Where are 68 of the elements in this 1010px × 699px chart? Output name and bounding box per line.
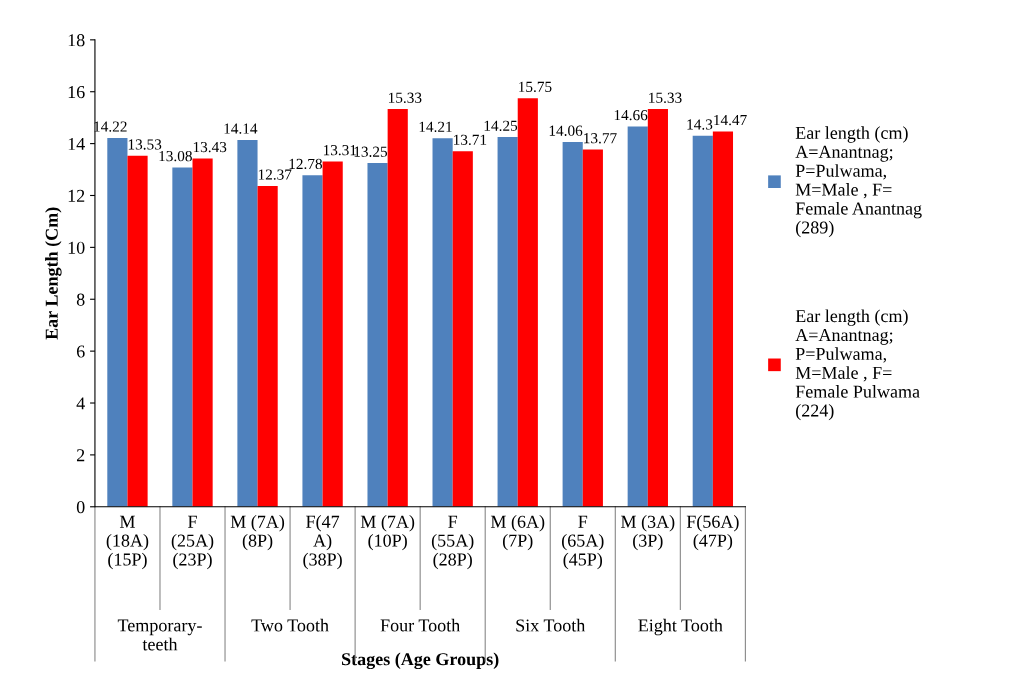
x-tick-label: F (25A) (23P) — [171, 515, 214, 570]
text: Temporary- teeth — [117, 619, 202, 651]
x-tick-label: F(56A) (47P) — [686, 515, 739, 551]
bar — [192, 158, 213, 507]
data-label: 14.21 — [419, 121, 452, 133]
bar — [367, 163, 388, 507]
bar — [237, 139, 258, 507]
bar — [497, 137, 518, 507]
text: Six Tooth — [516, 618, 586, 632]
data-label: 13.25 — [354, 146, 388, 157]
x-tick-label: M (6A) (7P) — [490, 515, 545, 551]
bar — [712, 131, 734, 507]
bar — [172, 167, 193, 507]
y-tick-label: 16 — [68, 86, 85, 99]
bar — [107, 137, 128, 507]
data-label: 14.06 — [549, 125, 583, 136]
y-tick-label: 2 — [76, 449, 85, 462]
y-tick-label: 10 — [68, 241, 85, 254]
data-label: 14.14 — [224, 123, 258, 134]
text: Four Tooth — [380, 618, 461, 632]
y-tick-label: 0 — [76, 501, 85, 514]
data-label: 13.71 — [454, 134, 487, 145]
y-tick-label: 14 — [68, 137, 85, 150]
y-tick-label: 8 — [76, 293, 85, 306]
bar — [582, 149, 603, 507]
data-label: 15.33 — [388, 92, 422, 103]
bar — [387, 109, 408, 507]
bar — [322, 161, 343, 507]
bar — [302, 175, 323, 507]
data-label: 14.3 — [687, 119, 713, 130]
y-tick-label: 6 — [76, 345, 85, 358]
x-tick-label: M (7A) (8P) — [230, 515, 285, 551]
y-tick-label: 18 — [68, 34, 85, 47]
y-axis-title: Ear Length (Cm) — [45, 207, 62, 340]
x-tick-label: F (65A) (45P) — [562, 515, 604, 570]
data-label: 14.66 — [614, 110, 648, 121]
bar — [692, 135, 713, 507]
x-tick-label: M (7A) (10P) — [360, 515, 415, 551]
data-label: 13.08 — [159, 150, 192, 162]
legend-label: Ear length (cm) A=Anantnag; P=Pulwama, M=Male , F= Female Anantnag (289) — [795, 126, 922, 238]
legend-label: Ear length (cm) A=Anantnag; P=Pulwama, M=Male , F= Female Pulwama (224) — [795, 309, 920, 421]
data-label: 14.25 — [484, 120, 518, 131]
bar — [627, 126, 648, 507]
bar — [127, 155, 148, 507]
x-tick-label: M (3A) (3P) — [621, 515, 675, 551]
y-tick-label: 4 — [76, 397, 85, 410]
data-label: 14.47 — [714, 114, 747, 126]
bar — [517, 98, 538, 507]
bar — [432, 138, 453, 507]
x-axis-title: Stages (Age Groups) — [342, 652, 499, 670]
data-label: 13.53 — [128, 139, 162, 150]
x-tick-label: F(47 A) (38P) — [303, 515, 342, 570]
bar — [647, 109, 668, 507]
bar — [562, 142, 583, 507]
text: Two Tooth — [251, 618, 329, 632]
data-label: 13.31 — [323, 145, 357, 156]
x-tick-label: M (18A) (15P) — [106, 515, 149, 570]
data-label: 12.78 — [289, 158, 323, 170]
data-label: 15.33 — [649, 92, 682, 103]
data-label: 12.37 — [258, 169, 292, 180]
text: Eight Tooth — [638, 618, 723, 636]
y-tick-label: 12 — [68, 189, 85, 202]
x-tick-label: F (55A) (28P) — [431, 515, 474, 570]
bar — [452, 151, 473, 507]
data-label: 13.77 — [584, 133, 617, 144]
data-label: 15.75 — [519, 81, 552, 93]
bar — [257, 185, 278, 507]
data-label: 13.43 — [193, 141, 227, 153]
